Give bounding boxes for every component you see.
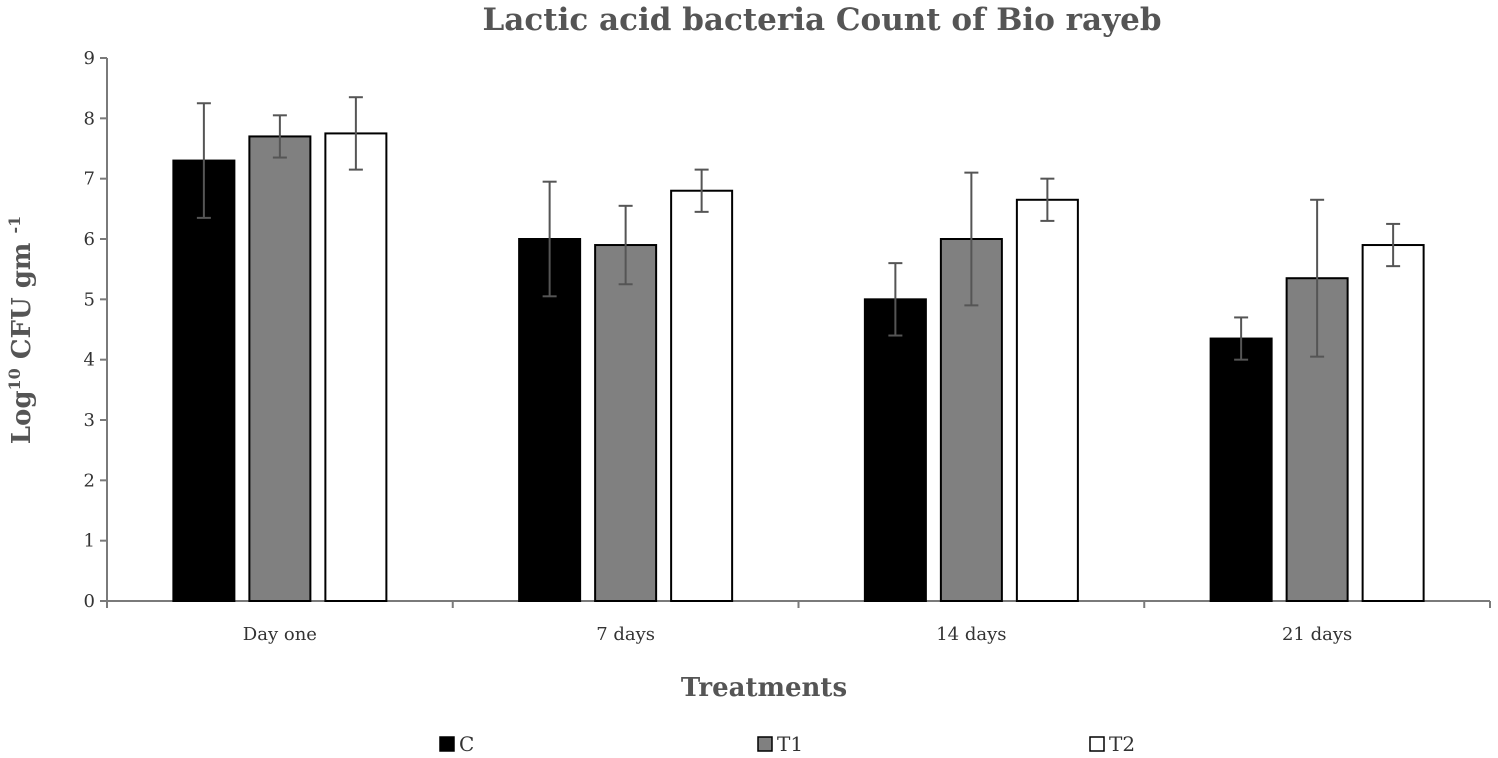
y-tick-label: 6 bbox=[84, 229, 95, 250]
bar-t2-0 bbox=[324, 132, 388, 603]
chart-title: Lactic acid bacteria Count of Bio rayeb bbox=[482, 2, 1161, 38]
bar-t1-0 bbox=[248, 135, 312, 603]
y-axis-title-part: Log bbox=[7, 390, 37, 444]
bar-c-3 bbox=[1209, 337, 1273, 602]
y-tick-label: 5 bbox=[84, 289, 95, 310]
y-axis-title-text: Log10 CFU gm -1 bbox=[5, 216, 37, 445]
legend-item-t2: T2 bbox=[1089, 732, 1135, 756]
x-tick-label: Day one bbox=[243, 624, 317, 645]
legend-item-t1: T1 bbox=[757, 732, 803, 756]
x-tick-label: 7 days bbox=[596, 624, 655, 645]
legend-label: T2 bbox=[1109, 732, 1135, 756]
x-tick-label: 21 days bbox=[1282, 624, 1352, 645]
bar-c-2 bbox=[863, 298, 927, 602]
x-axis-title: Treatments bbox=[681, 673, 847, 703]
y-axis-title: Log10 CFU gm -1 bbox=[5, 216, 37, 445]
bar-t2-3 bbox=[1361, 244, 1425, 603]
y-tick-label: 3 bbox=[84, 410, 95, 431]
bar-t1-1 bbox=[594, 244, 658, 603]
error-bar bbox=[1386, 222, 1401, 268]
y-tick-label: 1 bbox=[84, 531, 95, 552]
y-tick-label: 4 bbox=[84, 350, 95, 371]
error-bar bbox=[542, 180, 557, 298]
legend: C T1 T2 bbox=[439, 732, 1135, 756]
bar-c-1 bbox=[518, 238, 582, 602]
y-axis: 0 1 2 3 4 5 6 7 8 9 bbox=[84, 48, 108, 612]
error-bar bbox=[196, 102, 211, 219]
error-bar bbox=[1040, 177, 1055, 222]
legend-swatch bbox=[757, 736, 773, 752]
legend-label: C bbox=[459, 732, 474, 756]
y-tick-label: 2 bbox=[84, 470, 95, 491]
y-tick-label: 9 bbox=[84, 48, 95, 69]
error-bar bbox=[888, 262, 903, 337]
y-axis-title-part: CFU gm bbox=[7, 234, 37, 369]
bar-c-0 bbox=[172, 159, 236, 602]
error-bar bbox=[348, 96, 363, 171]
legend-label: T1 bbox=[777, 732, 803, 756]
error-bar bbox=[272, 114, 287, 159]
y-axis-title-superscript: 10 bbox=[5, 368, 24, 390]
y-tick-label: 8 bbox=[84, 108, 95, 129]
legend-swatch bbox=[1089, 736, 1105, 752]
bar-t2-1 bbox=[670, 189, 734, 602]
y-tick-label: 0 bbox=[84, 591, 95, 612]
bar-t2-2 bbox=[1015, 198, 1079, 603]
error-bar bbox=[694, 168, 709, 213]
bars-group bbox=[172, 96, 1425, 603]
legend-swatch bbox=[439, 736, 455, 752]
error-bar bbox=[618, 204, 633, 286]
x-tick-label: 14 days bbox=[936, 624, 1006, 645]
error-bar bbox=[1234, 316, 1249, 361]
legend-item-c: C bbox=[439, 732, 474, 756]
y-axis-title-superscript: -1 bbox=[5, 216, 24, 234]
y-tick-label: 7 bbox=[84, 169, 95, 190]
error-bar bbox=[1310, 198, 1325, 358]
error-bar bbox=[964, 171, 979, 307]
x-axis: Day one 7 days 14 days 21 days bbox=[106, 600, 1491, 645]
